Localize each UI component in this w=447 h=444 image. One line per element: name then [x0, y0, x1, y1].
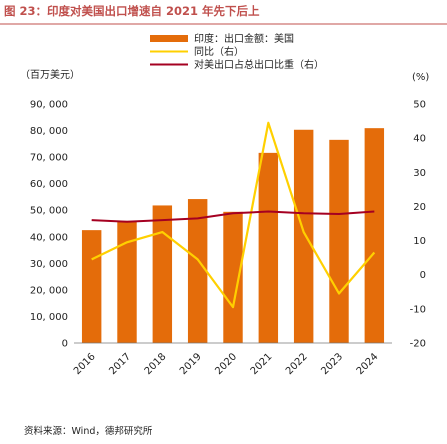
left-tick-label: 20, 000: [30, 285, 68, 296]
left-tick-label: 60, 000: [30, 179, 68, 190]
right-tick-label: 50: [413, 100, 426, 111]
left-tick-label: 90, 000: [30, 100, 68, 111]
left-tick-label: 80, 000: [30, 126, 68, 137]
right-tick-label: 10: [413, 236, 426, 247]
left-tick-label: 50, 000: [30, 206, 68, 217]
left-tick-label: 30, 000: [30, 259, 68, 270]
x-tick-label: 2017: [107, 351, 133, 377]
lines-layer: [91, 121, 376, 309]
legend-swatch: [150, 35, 188, 42]
left-tick-label: 10, 000: [30, 312, 68, 323]
left-tick-label: 0: [62, 339, 68, 350]
left-tick-label: 40, 000: [30, 232, 68, 243]
bar: [364, 128, 385, 343]
right-axis-ticks: -20 -10 0 10 20 30 40 50: [410, 100, 426, 350]
bar: [81, 230, 102, 343]
left-axis-ticks: 0 10, 000 20, 000 30, 000 40, 000 50, 000 60, …: [30, 100, 68, 350]
series-line: [91, 121, 376, 309]
bar: [152, 205, 173, 343]
x-tick-label: 2020: [213, 351, 239, 377]
x-tick-label: 2021: [249, 351, 275, 377]
x-axis-ticks: 2016 2017 2018 2019 2020 2021 2022 2023 2024: [72, 351, 380, 377]
right-tick-label: 40: [413, 134, 426, 145]
bar: [223, 211, 243, 343]
right-tick-label: 30: [413, 168, 426, 179]
x-tick-label: 2024: [355, 351, 381, 377]
legend-label: 印度：出口金额：美国: [194, 32, 294, 45]
source-note: 资料来源：Wind，德邦研究所: [24, 425, 153, 437]
left-tick-label: 70, 000: [30, 153, 68, 164]
series-line: [91, 210, 375, 223]
bar: [117, 220, 137, 343]
legend-label: 对美出口占总出口比重（右）: [194, 58, 324, 71]
bars-layer: [81, 128, 385, 343]
right-tick-label: 20: [413, 202, 426, 213]
left-axis-unit: （百万美元）: [20, 68, 80, 81]
right-tick-label: -10: [410, 304, 426, 315]
x-tick-label: 2018: [143, 351, 169, 377]
legend-label: 同比（右）: [194, 45, 244, 58]
figure-title: 图 23：印度对美国出口增速自 2021 年先下后上: [4, 4, 260, 18]
right-tick-label: 0: [420, 270, 426, 281]
x-tick-label: 2016: [72, 351, 98, 377]
x-tick-label: 2022: [284, 351, 310, 377]
right-axis-unit: (%): [412, 72, 429, 83]
bar: [329, 139, 349, 343]
bar: [258, 152, 279, 343]
x-tick-label: 2019: [178, 351, 204, 377]
bar: [187, 199, 208, 343]
x-tick-label: 2023: [319, 351, 345, 377]
right-tick-label: -20: [410, 339, 426, 350]
bar: [293, 129, 314, 343]
